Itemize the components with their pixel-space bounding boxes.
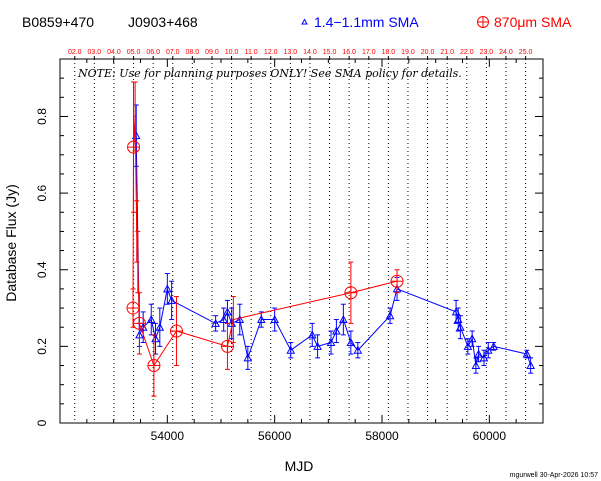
data-point <box>146 314 156 324</box>
legend-label-series-2: 870μm SMA <box>494 14 572 30</box>
year-tick-label: 15.0 <box>323 49 337 56</box>
year-tick-label: 19.0 <box>401 49 415 56</box>
source-alias-label: J0903+468 <box>128 14 198 30</box>
data-point <box>385 311 395 320</box>
data-point <box>483 345 493 354</box>
legend: 1.4−1.1mm SMA 870μm SMA <box>301 14 572 30</box>
data-point <box>313 341 322 350</box>
data-point <box>332 326 341 335</box>
plot-frame <box>59 58 544 424</box>
year-tick-label: 11.0 <box>245 49 258 56</box>
y-tick-label: 0.2 <box>35 338 49 355</box>
data-point <box>463 341 473 350</box>
series-line <box>135 135 532 366</box>
x-tick-label: 54000 <box>151 429 185 443</box>
x-tick-label: 58000 <box>365 429 399 443</box>
year-tick-label: 10.0 <box>225 49 239 56</box>
year-tick-label: 06.0 <box>146 49 160 56</box>
series-2 <box>126 81 404 397</box>
data-point <box>353 345 363 354</box>
year-tick-label: 02.0 <box>68 49 82 56</box>
series-line <box>132 116 398 367</box>
data-point <box>243 353 253 362</box>
planning-note: NOTE: Use for planning purposes ONLY! Se… <box>77 67 462 80</box>
data-point <box>479 353 489 362</box>
data-point <box>474 349 483 358</box>
data-point <box>134 115 137 118</box>
year-tick-label: 18.0 <box>382 49 396 56</box>
year-tick-label: 08.0 <box>186 49 200 56</box>
source-primary-label: B0859+470 <box>22 14 94 30</box>
plot-area: 02.0 03.0 04.0 05.0 06.0 07.0 08.0 09.0 10.0 11.0… <box>35 49 544 443</box>
x-tick-label: 56000 <box>258 429 292 443</box>
year-tick-label: 16.0 <box>342 49 356 56</box>
data-point <box>211 318 220 327</box>
year-tick-label: 24.0 <box>499 49 513 56</box>
triangle-marker-icon <box>301 18 308 25</box>
data-point <box>489 341 498 350</box>
data-point <box>467 334 477 343</box>
year-tick-label: 22.0 <box>460 49 474 56</box>
data-point <box>522 349 532 358</box>
data-point <box>456 322 465 331</box>
data-point <box>232 318 235 321</box>
data-point <box>256 314 266 324</box>
y-tick-label: 0 <box>35 419 49 426</box>
year-tick-label: 07.0 <box>166 49 180 56</box>
legend-item-series-1: 1.4−1.1mm SMA <box>301 14 419 30</box>
data-point <box>223 307 232 316</box>
year-tick-label: 14.0 <box>303 49 317 56</box>
y-axis-label: Database Flux (Jy) <box>3 184 19 301</box>
year-tick-label: 03.0 <box>88 49 102 56</box>
data-point <box>235 314 245 324</box>
year-tick-label: 17.0 <box>362 49 376 56</box>
data-point <box>326 337 336 347</box>
y-tick-label: 0.4 <box>35 261 49 278</box>
year-tick-label: 20.0 <box>421 49 435 56</box>
year-tick-label: 13.0 <box>284 49 298 56</box>
x-tick-label: 60000 <box>473 429 507 443</box>
data-point <box>270 314 280 324</box>
data-point <box>471 360 481 370</box>
data-point <box>526 360 535 370</box>
legend-item-series-2: 870μm SMA <box>477 14 572 30</box>
year-tick-label: 25.0 <box>519 49 533 56</box>
legend-label-series-1: 1.4−1.1mm SMA <box>314 14 419 30</box>
data-point <box>138 322 148 331</box>
y-tick-label: 0.6 <box>35 184 49 201</box>
year-tick-label: 12.0 <box>264 49 278 56</box>
data-point <box>346 337 356 347</box>
data-point <box>339 314 348 324</box>
data-point <box>155 322 165 331</box>
data-point <box>162 284 172 293</box>
year-tick-label: 23.0 <box>480 49 494 56</box>
y-tick-label: 0.8 <box>35 108 49 125</box>
year-tick-label: 04.0 <box>107 49 121 56</box>
x-axis-label: MJD <box>285 458 314 474</box>
data-point <box>167 295 176 304</box>
year-tick-label: 09.0 <box>205 49 219 56</box>
credit-label: mgurwell 30-Apr-2026 10:57 <box>510 472 598 479</box>
data-point <box>286 345 296 354</box>
data-point <box>219 314 229 324</box>
year-tick-label: 05.0 <box>127 49 141 56</box>
data-point <box>136 261 139 264</box>
series-1 <box>131 104 535 374</box>
data-point <box>307 330 317 339</box>
year-tick-label: 21.0 <box>440 49 454 56</box>
